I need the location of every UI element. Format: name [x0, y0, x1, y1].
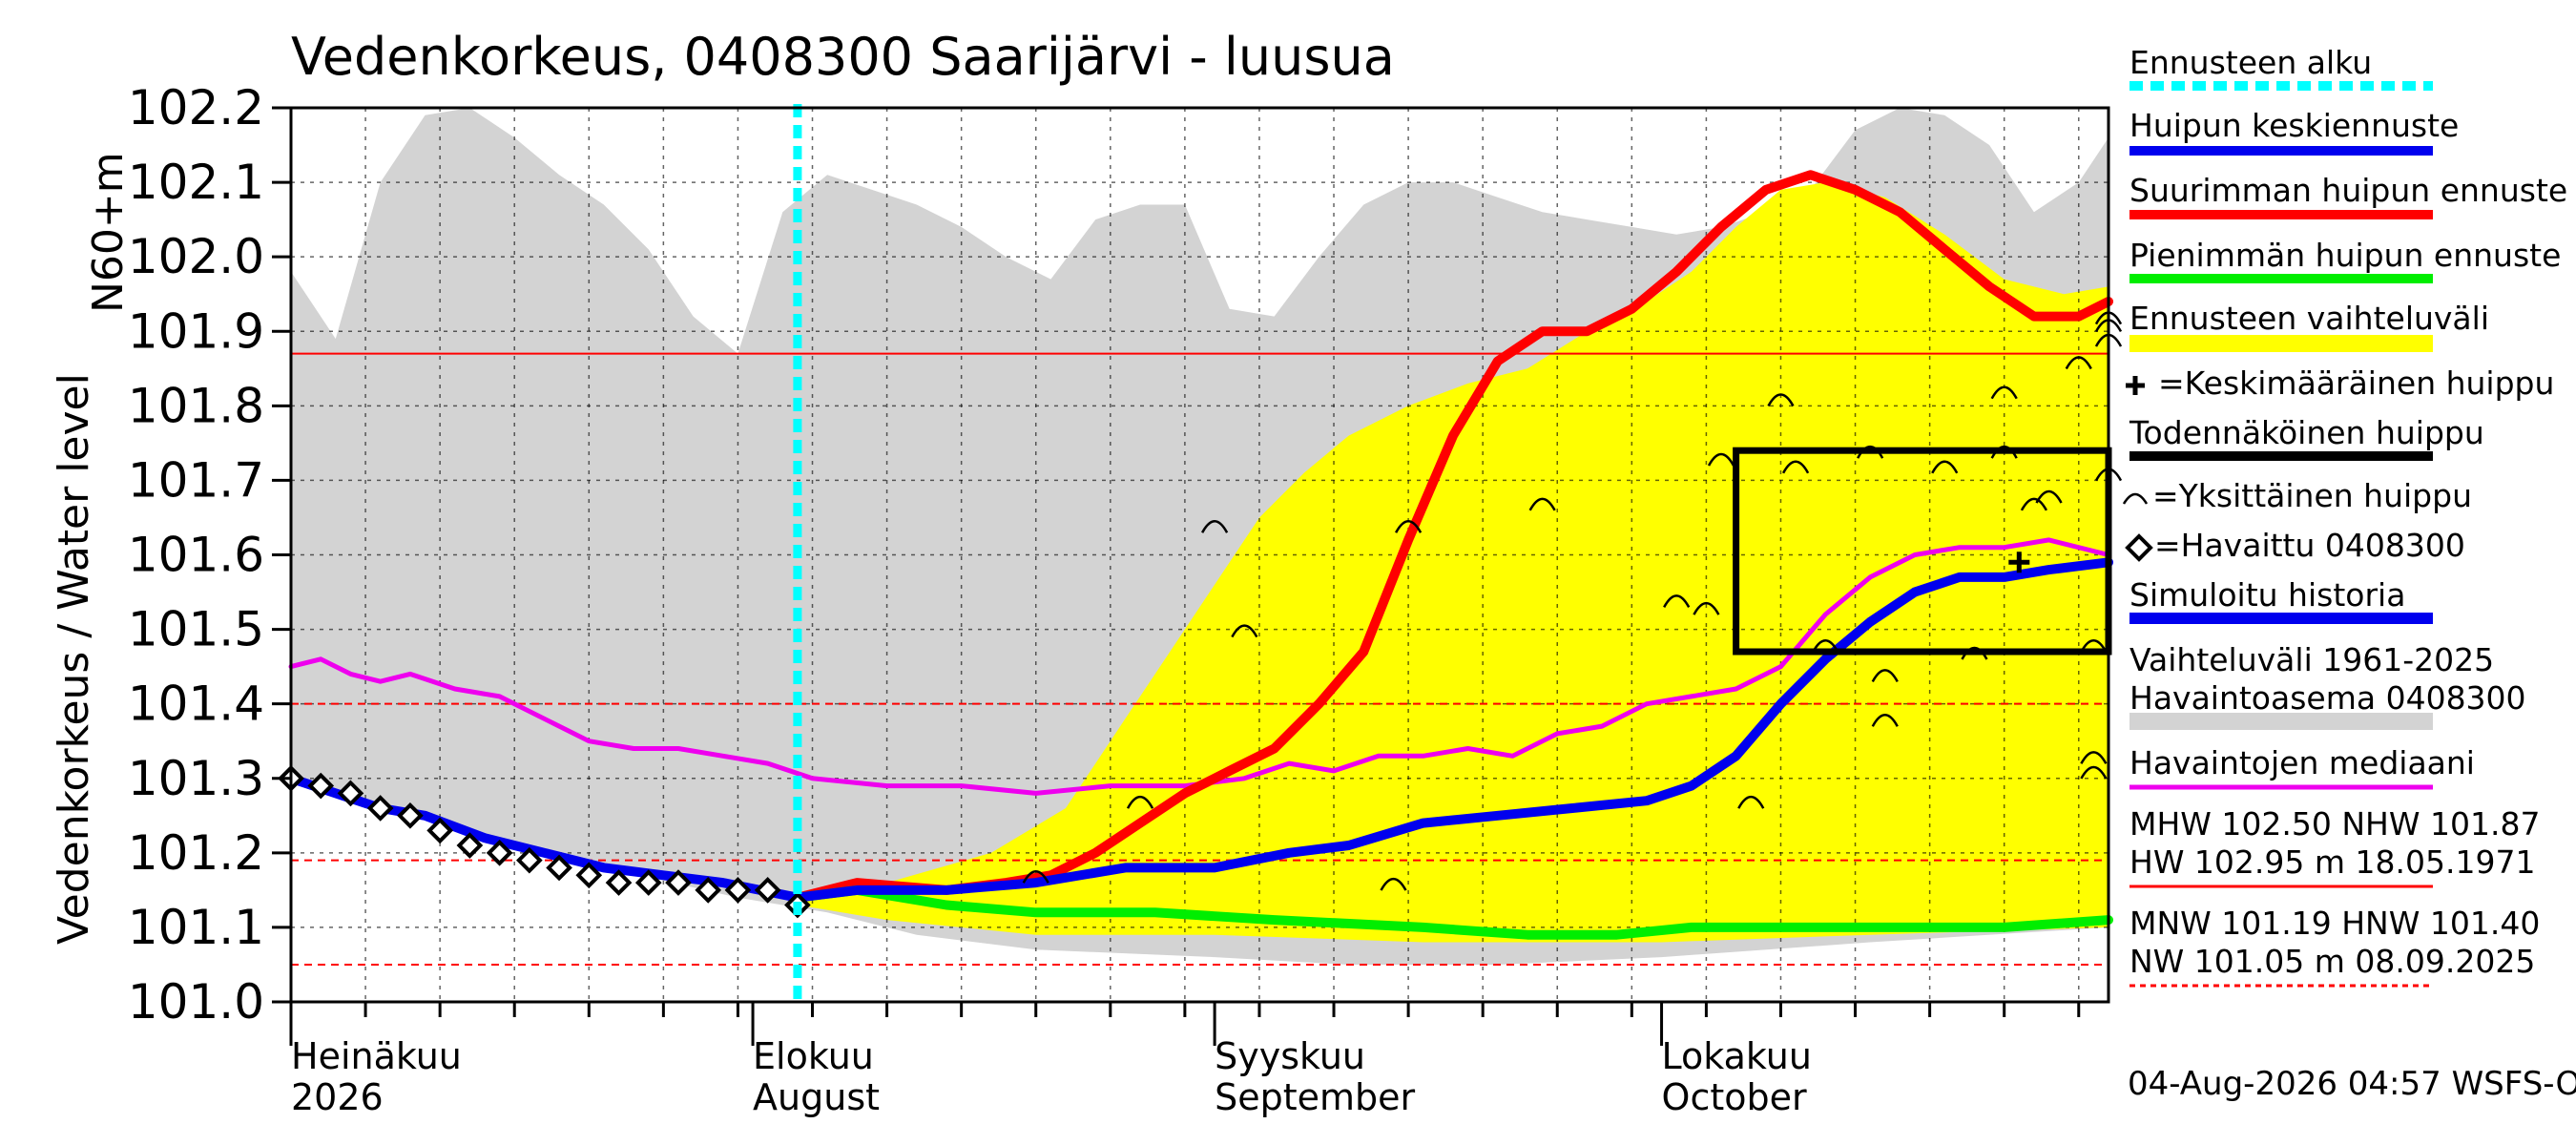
- single-peak-mark: [2080, 765, 2108, 780]
- month-label-fi: Heinäkuu: [291, 1035, 462, 1077]
- series-line-peak_min: [792, 885, 2113, 940]
- observed-point: [695, 877, 722, 904]
- mean-peak-marker: [2008, 552, 2030, 573]
- chart-title: Vedenkorkeus, 0408300 Saarijärvi - luusu…: [291, 27, 1395, 87]
- y-tick-label: 101.5: [128, 602, 264, 657]
- legend-marks: [2122, 81, 2433, 988]
- observed-point: [516, 846, 543, 874]
- y-tick-label: 101.0: [128, 974, 264, 1030]
- legend-forecast-start: Ennusteen alku: [2129, 44, 2373, 81]
- month-label-en: August: [753, 1076, 880, 1118]
- y-axis-label-unit: N60+m: [84, 152, 133, 313]
- legend-mhw: MHW 102.50 NHW 101.87: [2129, 805, 2541, 843]
- y-tick-label: 102.2: [128, 80, 264, 135]
- y-tick-label: 101.1: [128, 900, 264, 955]
- series-line-peak_max: [792, 170, 2113, 903]
- legend-forecast-range: Ennusteen vaihteluväli: [2129, 300, 2489, 337]
- legend-simulated: Simuloitu historia: [2129, 576, 2406, 614]
- single-peak-mark: [1201, 520, 1229, 533]
- observed-point: [605, 869, 633, 896]
- observed-point: [634, 869, 662, 896]
- single-peak-mark: [1857, 445, 1884, 459]
- single-peak-mark: [1663, 594, 1691, 608]
- single-peak-mark: [1395, 520, 1423, 533]
- plot-area: [278, 104, 2123, 1003]
- single-peak-mark: [1990, 385, 2018, 400]
- y-tick-label: 101.8: [128, 378, 264, 433]
- observed-point: [426, 817, 453, 844]
- observed-point: [307, 772, 335, 800]
- y-tick-label: 102.1: [128, 155, 264, 210]
- single-peak-mark: [2080, 751, 2108, 764]
- legend-swatch-mean-peak: [2126, 376, 2145, 395]
- observed-point: [665, 869, 692, 896]
- axes: 101.0 101.1 101.2 101.3 101.4 101.5 101.6 101.7…: [128, 80, 2110, 1118]
- y-axis-label: Vedenkorkeus / Water level: [50, 373, 98, 945]
- month-label-en: 2026: [291, 1076, 384, 1118]
- legend-nw: NW 101.05 m 08.09.2025: [2129, 943, 2536, 980]
- legend-likely-peak: Todennäköinen huippu: [2129, 414, 2484, 451]
- legend-hw: HW 102.95 m 18.05.1971: [2129, 843, 2536, 881]
- series-line-peak_mean: [286, 557, 2113, 903]
- observed-point: [724, 877, 752, 904]
- single-peak-mark: [1990, 445, 2018, 459]
- legend-mean-peak: =Keskimääräinen huippu: [2158, 364, 2555, 402]
- single-peak-mark: [1931, 460, 1959, 474]
- legend-median: Havaintojen mediaani: [2129, 744, 2475, 781]
- single-peak-mark: [1231, 624, 1258, 638]
- single-peak-mark: [1767, 393, 1795, 407]
- observed-point: [366, 795, 394, 822]
- single-peak-mark: [1693, 601, 1720, 615]
- legend-range-1: Vaihteluväli 1961-2025: [2129, 641, 2495, 678]
- observed-point: [754, 877, 781, 904]
- series-line-median: [288, 537, 2111, 796]
- legend-peak-max: Suurimman huipun ennuste: [2129, 172, 2568, 209]
- y-tick-label: 101.4: [128, 677, 264, 732]
- single-peak-mark: [1781, 460, 1810, 474]
- legend-mnw: MNW 101.19 HNW 101.40: [2129, 905, 2541, 942]
- month-label-en: October: [1662, 1076, 1807, 1118]
- legend-single-peak: =Yksittäinen huippu: [2152, 477, 2472, 514]
- legend-peak-mean: Huipun keskiennuste: [2129, 107, 2460, 144]
- y-tick-label: 101.7: [128, 452, 264, 508]
- single-peak-mark: [1871, 714, 1899, 727]
- timestamp: 04-Aug-2026 04:57 WSFS-O: [2128, 1065, 2576, 1103]
- single-peak-mark: [1707, 452, 1735, 467]
- legend-range-2: Havaintoasema 0408300: [2129, 679, 2526, 717]
- single-peak-mark: [1380, 877, 1407, 891]
- single-peak-mark: [2065, 356, 2092, 370]
- single-peak-mark: [1961, 646, 1988, 660]
- month-label-fi: Lokakuu: [1662, 1035, 1812, 1077]
- month-label-en: September: [1215, 1076, 1415, 1118]
- single-peak-mark: [1528, 497, 1556, 511]
- legend-swatch-observed: [2125, 533, 2153, 562]
- legend-swatch-single-peak: [2122, 492, 2149, 505]
- single-peak-mark: [1737, 795, 1765, 809]
- legend-peak-min: Pienimmän huipun ennuste: [2129, 237, 2562, 274]
- single-peak-mark: [2035, 489, 2063, 504]
- month-label-fi: Elokuu: [753, 1035, 874, 1077]
- observed-point: [456, 832, 484, 859]
- observed-point: [546, 854, 572, 882]
- forecast-range-band: [797, 182, 2109, 943]
- single-peak-mark: [1871, 669, 1899, 683]
- y-tick-label: 101.2: [128, 825, 264, 881]
- observed-point: [337, 780, 364, 807]
- single-peak-mark: [2020, 497, 2048, 511]
- single-peak-mark: [1126, 795, 1154, 809]
- y-tick-label: 101.6: [128, 528, 264, 583]
- y-tick-label: 102.0: [128, 229, 264, 284]
- legend-observed: =Havaittu 0408300: [2154, 527, 2465, 564]
- month-label-fi: Syyskuu: [1215, 1035, 1365, 1077]
- observed-point: [397, 802, 424, 829]
- y-tick-label: 101.3: [128, 751, 264, 806]
- single-peak-mark: [1022, 870, 1049, 884]
- y-tick-label: 101.9: [128, 303, 264, 359]
- observed-point: [575, 862, 603, 889]
- observed-point: [486, 840, 513, 866]
